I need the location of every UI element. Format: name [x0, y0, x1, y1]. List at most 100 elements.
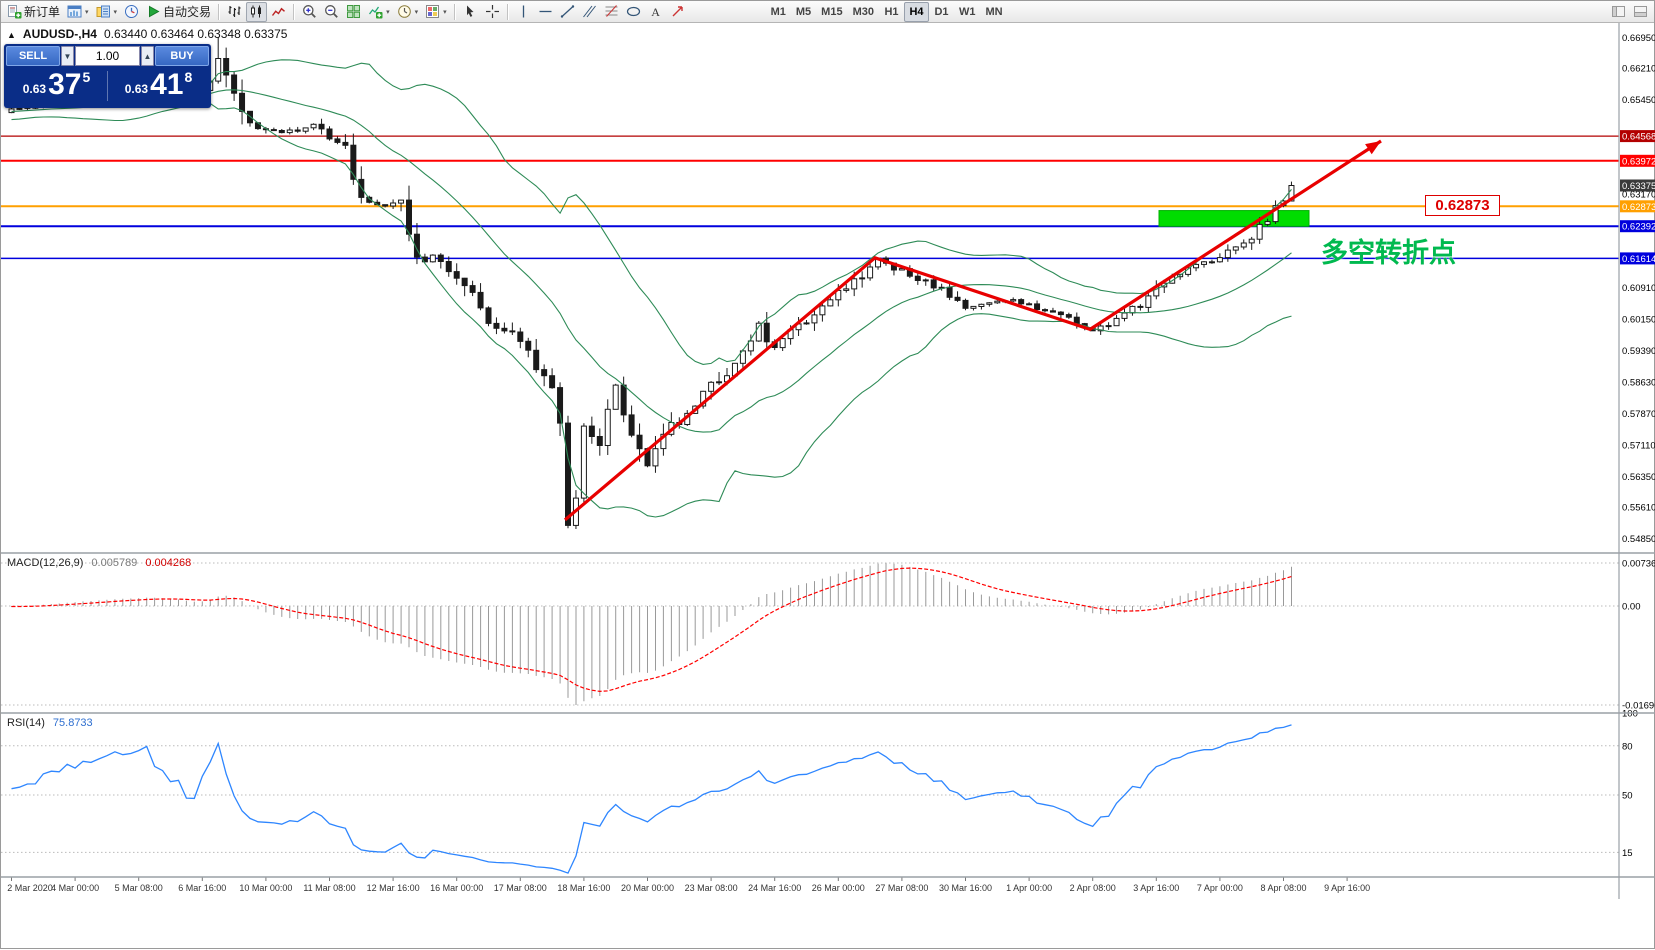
spin-down-icon: ▼ [63, 51, 72, 61]
chart-ohlc: 0.63440 0.63464 0.63348 0.63375 [103, 27, 288, 41]
zoom-in-button[interactable] [299, 2, 320, 22]
chart-window-icon [67, 4, 82, 19]
text-icon: A [648, 4, 663, 19]
channel-button[interactable] [579, 2, 600, 22]
new-order-button[interactable]: 新订单 [4, 2, 63, 22]
timeframe-d1-button[interactable]: D1 [929, 2, 954, 22]
timeframe-m15-button[interactable]: M15 [816, 2, 847, 22]
macd-panel-plot[interactable] [1, 562, 1619, 706]
time-axis-label: 23 Mar 08:00 [685, 883, 738, 893]
trendline-button[interactable] [557, 2, 578, 22]
timeframe-m30-button[interactable]: M30 [848, 2, 879, 22]
price-axis-label: 0.60150 [1622, 315, 1655, 326]
time-axis-label: 1 Apr 00:00 [1006, 883, 1052, 893]
time-axis-label: 9 Apr 16:00 [1324, 883, 1370, 893]
candlestick-chart-button[interactable] [246, 1, 268, 22]
volume-input[interactable] [75, 46, 140, 66]
rsi-label: RSI(14) 75.8733 [7, 717, 93, 729]
market-watch-button[interactable] [121, 2, 142, 22]
chart-window-button[interactable]: ▾ [64, 2, 92, 22]
timeframe-w1-button[interactable]: W1 [954, 2, 981, 22]
trendline-icon [560, 4, 575, 19]
trend-arrow-line[interactable] [563, 139, 1382, 522]
price-axis-label: 0.60910 [1622, 283, 1655, 294]
price-axis-label: 0.57110 [1622, 440, 1655, 451]
buy-button[interactable]: BUY [155, 46, 209, 66]
price-axis-label: 0.66950 [1622, 33, 1655, 44]
tile-windows-button[interactable] [343, 2, 364, 22]
sell-price[interactable]: 0.63 37 5 [22, 68, 91, 101]
timeframe-h1-button[interactable]: H1 [879, 2, 904, 22]
timeframe-mn-button[interactable]: MN [980, 2, 1007, 22]
price-tag-annotation[interactable]: 0.62873 [1425, 195, 1500, 216]
svg-text:0.62873: 0.62873 [1622, 202, 1655, 213]
dock-panel-bottom-button[interactable] [1630, 2, 1651, 22]
cursor-button[interactable] [460, 2, 481, 22]
rsi-name: RSI(14) [7, 717, 45, 729]
auto-trading-button[interactable]: 自动交易 [143, 2, 214, 22]
time-axis-label: 27 Mar 08:00 [875, 883, 928, 893]
clock-icon [397, 4, 412, 19]
shapes-button[interactable] [623, 2, 644, 22]
timeframe-h4-button[interactable]: H4 [903, 1, 929, 22]
horizontal-line-button[interactable] [535, 2, 556, 22]
time-axis-label: 2 Mar 2020 [7, 883, 53, 893]
periods-button[interactable]: ▾ [394, 2, 422, 22]
highlight-rectangle[interactable] [1158, 210, 1310, 227]
zoom-out-icon [324, 4, 339, 19]
main-chart-plot[interactable] [8, 37, 1382, 530]
fibonacci-icon [604, 4, 619, 19]
spin-up-icon: ▲ [143, 51, 152, 61]
svg-text:0.63972: 0.63972 [1622, 156, 1655, 167]
profiles-button[interactable]: ▾ [93, 2, 121, 22]
dock-panel-left-button[interactable] [1608, 2, 1629, 22]
bar-chart-button[interactable] [224, 2, 245, 22]
fibonacci-button[interactable] [601, 2, 622, 22]
buy-price[interactable]: 0.63 41 8 [124, 68, 193, 101]
macd-name: MACD(12,26,9) [7, 557, 84, 569]
panel-left-icon [1611, 4, 1626, 19]
price-axis-label: 0.56350 [1622, 472, 1655, 483]
sell-button[interactable]: SELL [6, 46, 60, 66]
chevron-down-icon: ▾ [113, 8, 118, 16]
time-axis-label: 2 Apr 08:00 [1070, 883, 1116, 893]
vertical-line-button[interactable] [513, 2, 534, 22]
timeframes-toolbar: M1 M5 M15 M30 H1 H4 D1 W1 MN [766, 1, 1008, 22]
rsi-panel-plot[interactable] [1, 724, 1619, 874]
price-axis-label: 0.58630 [1622, 378, 1655, 389]
indicators-icon [368, 4, 383, 19]
chart-title-icon: ▲ [7, 30, 16, 40]
text-tool-button[interactable]: A [645, 2, 666, 22]
timeframe-m5-button[interactable]: M5 [791, 2, 816, 22]
cursor-icon [463, 4, 478, 19]
timeframe-m1-button[interactable]: M1 [766, 2, 791, 22]
line-chart-button[interactable] [268, 2, 289, 22]
profiles-icon [96, 4, 111, 19]
zoom-out-button[interactable] [321, 2, 342, 22]
volume-decrease-button[interactable]: ▼ [61, 46, 74, 66]
volume-increase-button[interactable]: ▲ [141, 46, 154, 66]
main-toolbar: 新订单 ▾ ▾ 自动交易 ▾ ▾ ▾ A M1 M5 M15 M30 H1 H4 D1 W1 [1, 1, 1654, 23]
time-axis-label: 26 Mar 00:00 [812, 883, 865, 893]
time-axis-label: 11 Mar 08:00 [303, 883, 355, 893]
toolbar-separator [506, 3, 509, 20]
arrows-tool-button[interactable] [667, 2, 688, 22]
templates-button[interactable]: ▾ [422, 2, 450, 22]
bollinger-band-line [11, 89, 1292, 433]
price-axis[interactable]: 0.66950 0.66210 0.65450 0.63170 0.60910 0.601… [1620, 33, 1655, 859]
bid-price-axis-label [1620, 179, 1655, 192]
price-line-axis-label [1620, 154, 1655, 167]
time-axis-label: 3 Apr 16:00 [1133, 883, 1179, 893]
crosshair-button[interactable] [482, 2, 503, 22]
turning-point-annotation[interactable]: 多空转折点 [1321, 238, 1456, 268]
indicators-button[interactable]: ▾ [365, 2, 393, 22]
svg-text:0.61614: 0.61614 [1622, 254, 1655, 265]
time-axis-label: 10 Mar 00:00 [239, 883, 292, 893]
rsi-axis-label: 80 [1622, 741, 1633, 752]
toolbar-separator [453, 3, 456, 20]
candlestick-icon [249, 4, 264, 19]
